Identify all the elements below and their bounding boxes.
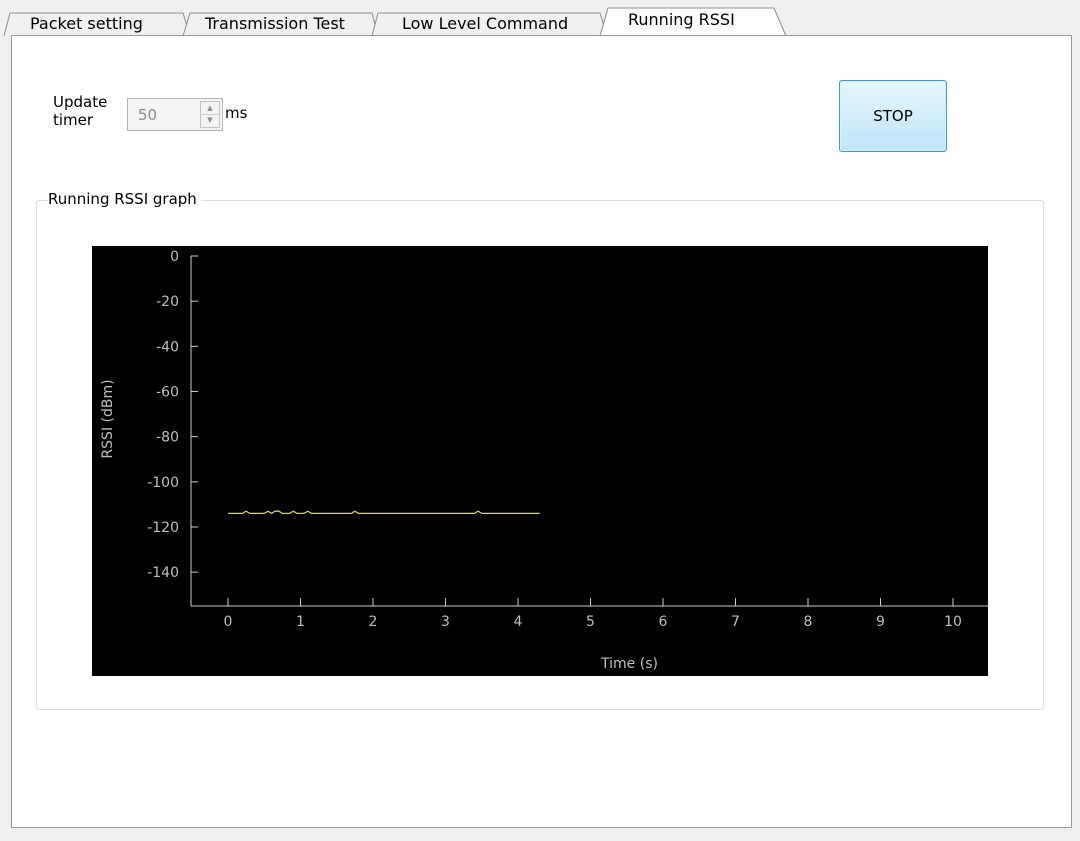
y-tick-label: -80 (156, 430, 179, 446)
update-timer-spinbox[interactable]: 50 ▲ ▼ (127, 98, 223, 131)
tab-running-rssi[interactable]: Running RSSI (628, 10, 735, 29)
spin-buttons: ▲ ▼ (200, 101, 220, 128)
timer-unit-label: ms (225, 104, 248, 122)
y-tick-label: 0 (170, 249, 179, 265)
x-tick-label: 4 (514, 614, 523, 630)
update-timer-label: Update timer (53, 93, 108, 129)
x-tick-label: 7 (731, 614, 740, 630)
y-tick-label: -20 (156, 294, 179, 310)
x-tick-label: 5 (586, 614, 595, 630)
y-axis-label: RSSI (dBm) (100, 379, 116, 458)
tab-low-level-command[interactable]: Low Level Command (402, 14, 569, 33)
tab-bar: Packet setting Transmission Test Low Lev… (0, 0, 1080, 36)
tab-packet-setting[interactable]: Packet setting (30, 14, 143, 33)
x-tick-label: 2 (369, 614, 378, 630)
y-tick-label: -100 (147, 475, 179, 491)
x-axis-label: Time (s) (600, 656, 658, 672)
x-tick-label: 8 (804, 614, 813, 630)
y-tick-label: -140 (147, 565, 179, 581)
x-tick-label: 1 (296, 614, 305, 630)
tab-pane-running-rssi: Update timer 50 ▲ ▼ ms STOP Running RSSI… (11, 35, 1072, 828)
y-tick-label: -120 (147, 520, 179, 536)
stop-button[interactable]: STOP (839, 80, 947, 152)
spin-down-arrow-icon[interactable]: ▼ (207, 116, 213, 124)
x-tick-label: 3 (441, 614, 450, 630)
tab-transmission-test[interactable]: Transmission Test (205, 14, 345, 33)
y-tick-label: -40 (156, 339, 179, 355)
x-tick-label: 0 (224, 614, 233, 630)
rssi-chart: 0 -20 -40 -60 -80 -100 -120 -140 0 1 2 3 4 5 6 7 8 9 10 T… (92, 246, 988, 676)
x-axis-ticks: 0 1 2 3 4 5 6 7 8 9 10 (224, 598, 962, 630)
y-axis-ticks: 0 -20 -40 -60 -80 -100 -120 -140 (147, 249, 198, 581)
y-tick-label: -60 (156, 384, 179, 400)
rssi-graph-group-title: Running RSSI graph (48, 190, 201, 208)
update-timer-value[interactable]: 50 (138, 106, 158, 124)
x-tick-label: 10 (944, 614, 962, 630)
spin-up-arrow-icon[interactable]: ▲ (201, 102, 219, 115)
rssi-graph-groupbox (36, 200, 1044, 710)
rssi-series-line (228, 510, 540, 515)
x-tick-label: 6 (659, 614, 668, 630)
rssi-chart-svg: 0 -20 -40 -60 -80 -100 -120 -140 0 1 2 3 4 5 6 7 8 9 10 T… (100, 249, 988, 672)
x-tick-label: 9 (876, 614, 885, 630)
